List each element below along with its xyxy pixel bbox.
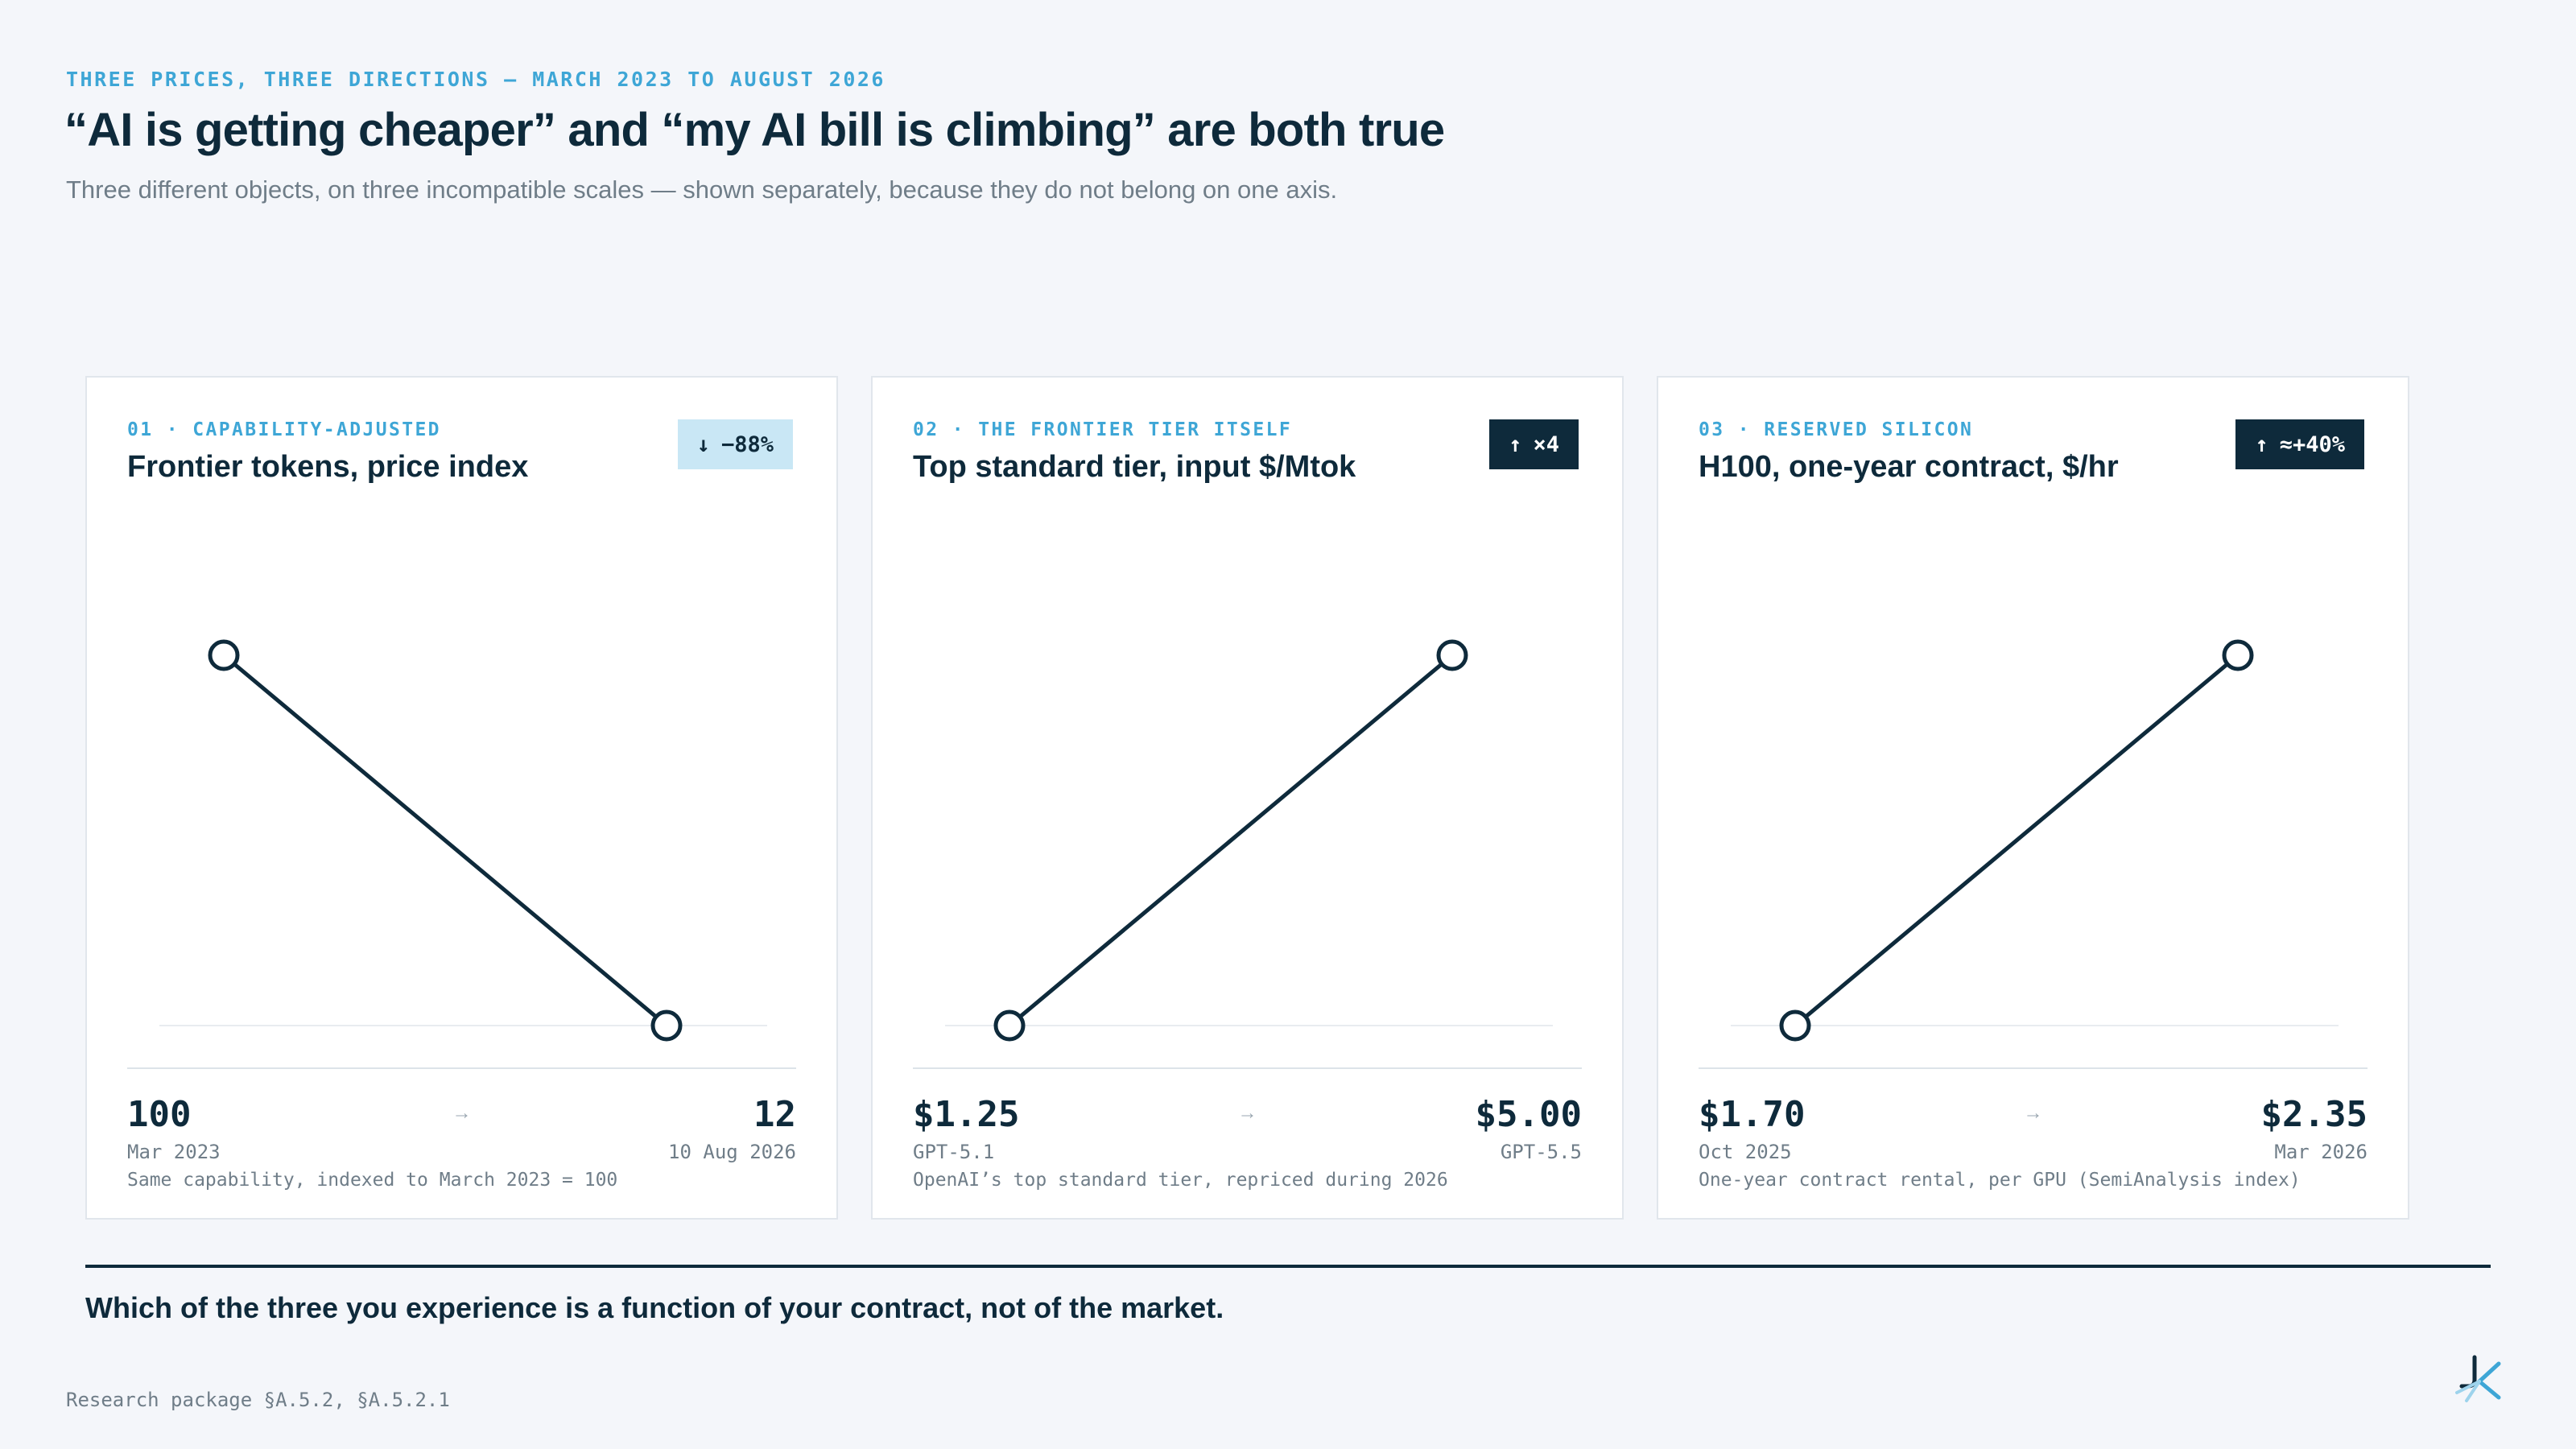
page-subtitle: Three different objects, on three incomp…: [66, 175, 1338, 204]
change-badge-value: −88%: [720, 431, 774, 457]
card-title: Frontier tokens, price index: [127, 450, 529, 484]
start-value: 100: [127, 1094, 192, 1135]
chart-card-1: 01 · CAPABILITY-ADJUSTED Frontier tokens…: [85, 376, 838, 1220]
end-label: GPT-5.5: [1500, 1141, 1582, 1163]
arrow-right-icon: →: [452, 1102, 472, 1124]
line-chart-3: [1731, 639, 2339, 1042]
arrow-down-icon: ↓: [696, 431, 710, 457]
card-title: H100, one-year contract, $/hr: [1699, 450, 2119, 484]
start-label: Mar 2023: [127, 1141, 221, 1163]
start-label: GPT-5.1: [913, 1141, 995, 1163]
change-badge: ↓ −88%: [677, 419, 793, 469]
conclusion: Which of the three you experience is a f…: [85, 1291, 1224, 1324]
data-point-start: [1779, 1009, 1811, 1042]
start-label: Oct 2025: [1699, 1141, 1792, 1163]
data-point-start: [208, 639, 240, 671]
change-badge-value: ≈+40%: [2279, 431, 2345, 457]
arrow-right-icon: →: [1237, 1102, 1257, 1124]
card-note: OpenAI’s top standard tier, repriced dur…: [913, 1170, 1448, 1191]
footer-source: Research package §A.5.2, §A.5.2.1: [66, 1389, 450, 1411]
page-title: “AI is getting cheaper” and “my AI bill …: [64, 104, 1445, 156]
arrow-up-icon: ↑: [1509, 431, 1522, 457]
series-line: [1794, 654, 2240, 1027]
data-point-end: [1436, 639, 1468, 671]
series-line: [1008, 654, 1454, 1027]
conclusion-rule: [85, 1265, 2491, 1268]
change-badge: ↑ ≈+40%: [2235, 419, 2364, 469]
end-value: $2.35: [2260, 1094, 2368, 1135]
line-chart-2: [945, 639, 1553, 1042]
change-badge-value: ×4: [1533, 431, 1559, 457]
card-label: 02 · THE FRONTIER TIER ITSELF: [913, 419, 1293, 440]
brand-logo-icon: [2455, 1355, 2501, 1402]
end-value: 12: [753, 1094, 796, 1135]
end-label: 10 Aug 2026: [668, 1141, 796, 1163]
divider: [1699, 1067, 2368, 1069]
series-line: [222, 654, 668, 1027]
data-point-end: [2222, 639, 2254, 671]
arrow-right-icon: →: [2023, 1102, 2043, 1124]
card-label: 01 · CAPABILITY-ADJUSTED: [127, 419, 441, 440]
chart-card-2: 02 · THE FRONTIER TIER ITSELF Top standa…: [871, 376, 1624, 1220]
data-point-end: [650, 1009, 683, 1042]
chart-card-3: 03 · RESERVED SILICON H100, one-year con…: [1657, 376, 2409, 1220]
card-note: One-year contract rental, per GPU (SemiA…: [1699, 1170, 2301, 1191]
kicker: THREE PRICES, THREE DIRECTIONS — MARCH 2…: [66, 68, 886, 91]
divider: [913, 1067, 1582, 1069]
end-value: $5.00: [1475, 1094, 1582, 1135]
start-value: $1.25: [913, 1094, 1020, 1135]
arrow-up-icon: ↑: [2255, 431, 2268, 457]
line-chart-1: [159, 639, 767, 1042]
end-label: Mar 2026: [2274, 1141, 2368, 1163]
divider: [127, 1067, 796, 1069]
data-point-start: [993, 1009, 1026, 1042]
card-note: Same capability, indexed to March 2023 =…: [127, 1170, 618, 1191]
start-value: $1.70: [1699, 1094, 1806, 1135]
card-label: 03 · RESERVED SILICON: [1699, 419, 1974, 440]
change-badge: ↑ ×4: [1489, 419, 1579, 469]
card-title: Top standard tier, input $/Mtok: [913, 450, 1356, 484]
